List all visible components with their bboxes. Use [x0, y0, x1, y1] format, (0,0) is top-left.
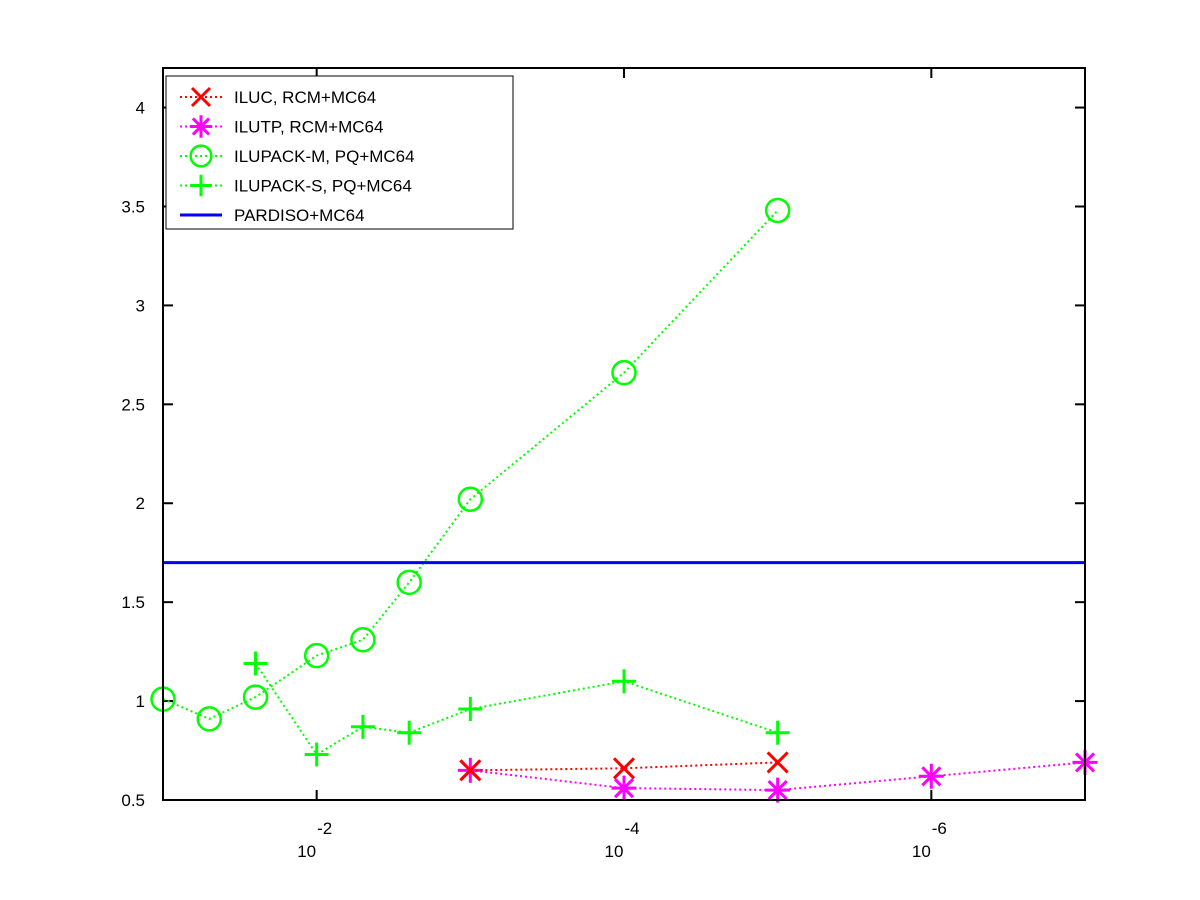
legend-marker [189, 144, 213, 168]
x-tick-label-exponent: -4 [624, 819, 639, 838]
x-tick-label-base: 10 [297, 842, 316, 861]
series-2 [150, 197, 791, 732]
data-point [350, 714, 375, 739]
axis-tick-labels: 0.511.522.533.54-210-410-610 [121, 99, 947, 861]
legend-label: ILUC, RCM+MC64 [234, 88, 376, 107]
legend-label: ILUPACK-M, PQ+MC64 [234, 147, 415, 166]
data-point [611, 775, 637, 801]
data-point [612, 757, 636, 780]
data-point [612, 669, 636, 694]
y-tick-label: 0.5 [121, 791, 145, 810]
legend-label: ILUTP, RCM+MC64 [234, 118, 383, 137]
data-point [303, 642, 330, 669]
legend-entry: ILUTP, RCM+MC64 [180, 115, 383, 138]
data-point [242, 684, 269, 710]
y-tick-label: 1 [136, 692, 145, 711]
legend-entry: ILUPACK-M, PQ+MC64 [180, 144, 415, 168]
y-tick-label: 4 [136, 99, 145, 118]
legend: ILUC, RCM+MC64 ILUTP, RCM+MC64 ILUPACK-M, … [165, 75, 514, 230]
data-point [304, 742, 329, 767]
legend-entry: ILUC, RCM+MC64 [180, 86, 376, 108]
data-point [764, 197, 791, 224]
data-point [765, 720, 790, 745]
data-point [458, 696, 483, 721]
x-tick-label-exponent: -6 [932, 819, 947, 838]
y-tick-label: 3 [136, 296, 145, 315]
data-point [396, 569, 422, 596]
data-point [459, 759, 482, 782]
series-0 [459, 751, 789, 782]
series-3 [243, 651, 790, 767]
x-tick-label-base: 10 [912, 842, 931, 861]
data-point [397, 720, 422, 745]
data-point [918, 763, 944, 789]
legend-marker [190, 174, 212, 197]
legend-label: ILUPACK-S, PQ+MC64 [234, 177, 412, 196]
x-tick-label-exponent: -2 [317, 819, 332, 838]
y-tick-label: 3.5 [121, 197, 145, 216]
series-line [470, 761, 778, 772]
data-point [766, 751, 789, 774]
legend-marker [190, 86, 212, 108]
legend-box [165, 75, 514, 230]
data-point [765, 777, 791, 803]
data-point [611, 359, 637, 386]
y-tick-label: 1.5 [121, 593, 145, 612]
data-point [196, 706, 223, 732]
y-tick-label: 2 [136, 494, 145, 513]
legend-marker [189, 115, 213, 138]
data-point [457, 486, 484, 513]
legend-label: PARDISO+MC64 [234, 206, 365, 225]
legend-entry: PARDISO+MC64 [180, 206, 365, 225]
y-tick-label: 2.5 [121, 395, 145, 414]
x-tick-label-base: 10 [605, 842, 624, 861]
data-point [350, 627, 376, 653]
data-point [243, 651, 268, 676]
series-layer [150, 197, 1098, 803]
plot-frame [162, 67, 1086, 801]
legend-entry: ILUPACK-S, PQ+MC64 [180, 174, 412, 197]
